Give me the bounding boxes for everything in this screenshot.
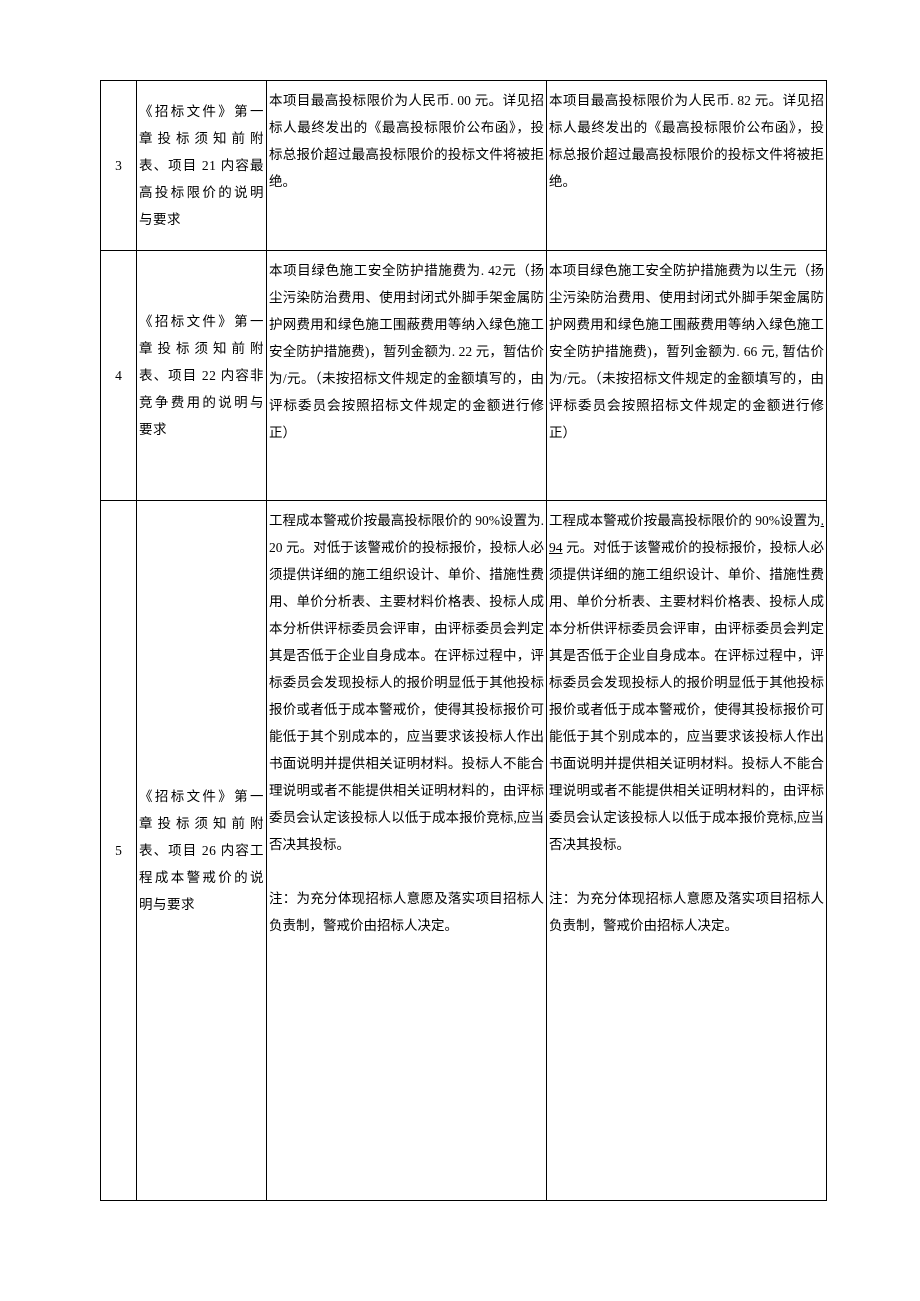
original-content-cell: 工程成本警戒价按最高投标限价的 90%设置为. 20 元。对低于该警戒价的投标报… (267, 501, 547, 1201)
amendment-table: 3 《招标文件》第一章投标须知前附表、项目 21 内容最高投标限价的说明与要求 … (100, 80, 827, 1201)
revised-content-cell: 本项目绿色施工安全防护措施费为以生元（扬尘污染防治费用、使用封闭式外脚手架金属防… (547, 251, 827, 501)
table-row: 5 《招标文件》第一章投标须知前附表、项目 26 内容工程成本警戒价的说明与要求… (101, 501, 827, 1201)
percent-text: 90% (755, 513, 780, 528)
reference-cell: 《招标文件》第一章投标须知前附表、项目 22 内容非竞争费用的说明与要求 (137, 251, 267, 501)
table-row: 4 《招标文件》第一章投标须知前附表、项目 22 内容非竞争费用的说明与要求 本… (101, 251, 827, 501)
percent-text: 90% (475, 513, 500, 528)
text-segment: 工程成本警戒价按最高投标限价的 (549, 513, 755, 528)
row-number: 4 (101, 251, 137, 501)
text-segment: 设置为 (780, 513, 821, 528)
row-number: 5 (101, 501, 137, 1201)
text-segment: 元。对低于该警戒价的投标报价，投标人必须提供详细的施工组织设计、单价、措施性费用… (549, 540, 824, 852)
revised-content-cell: 本项目最高投标限价为人民币. 82 元。详见招标人最终发出的《最高投标限价公布函… (547, 81, 827, 251)
text-segment: 设置为. 20 元。对低于该警戒价的投标报价，投标人必须提供详细的施工组织设计、… (269, 513, 544, 852)
original-content-cell: 本项目绿色施工安全防护措施费为. 42元（扬尘污染防治费用、使用封闭式外脚手架金… (267, 251, 547, 501)
note-text: 注：为充分体现招标人意愿及落实项目招标人负责制，警戒价由招标人决定。 (269, 891, 544, 933)
reference-cell: 《招标文件》第一章投标须知前附表、项目 21 内容最高投标限价的说明与要求 (137, 81, 267, 251)
row-number: 3 (101, 81, 137, 251)
note-text: 注：为充分体现招标人意愿及落实项目招标人负责制，警戒价由招标人决定。 (549, 891, 824, 933)
reference-cell: 《招标文件》第一章投标须知前附表、项目 26 内容工程成本警戒价的说明与要求 (137, 501, 267, 1201)
revised-content-cell: 工程成本警戒价按最高投标限价的 90%设置为. 94 元。对低于该警戒价的投标报… (547, 501, 827, 1201)
text-segment: 工程成本警戒价按最高投标限价的 (269, 513, 475, 528)
table-row: 3 《招标文件》第一章投标须知前附表、项目 21 内容最高投标限价的说明与要求 … (101, 81, 827, 251)
original-content-cell: 本项目最高投标限价为人民币. 00 元。详见招标人最终发出的《最高投标限价公布函… (267, 81, 547, 251)
